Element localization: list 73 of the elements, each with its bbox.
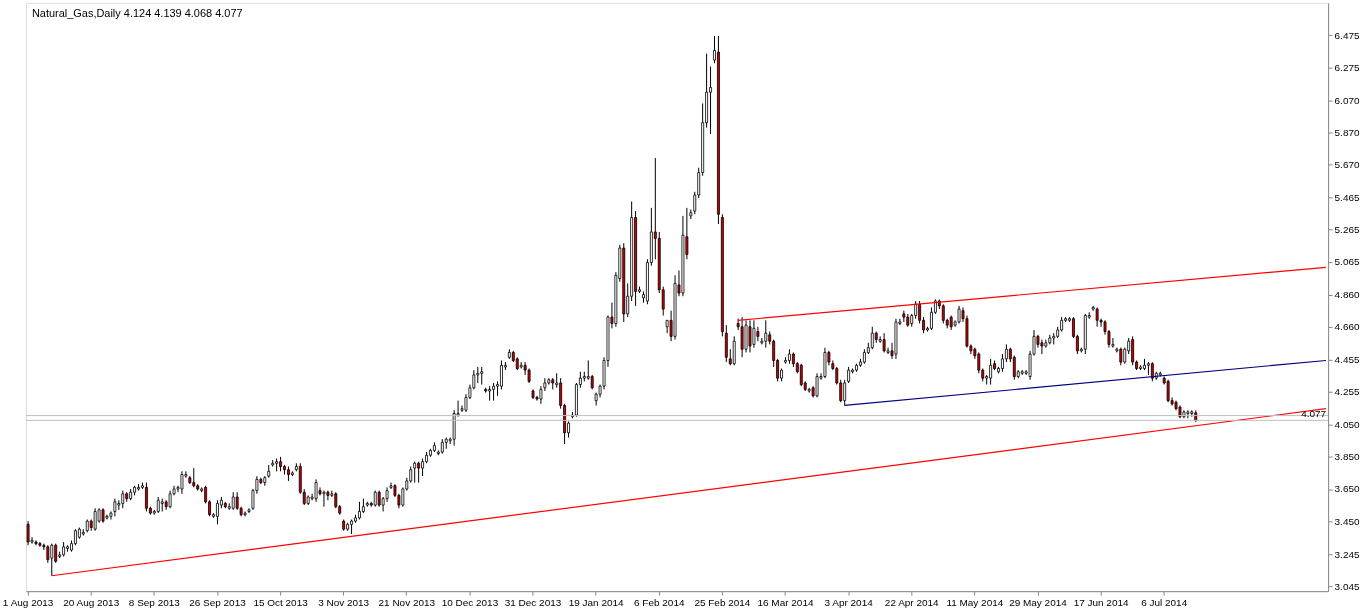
candlestick [1131, 335, 1135, 366]
x-tick-label: 1 Aug 2013 [2, 596, 54, 608]
candlestick [26, 520, 30, 546]
candlestick [500, 359, 503, 390]
candlestick [192, 467, 196, 488]
x-tick-label: 3 Nov 2013 [318, 596, 370, 608]
candlestick [709, 66, 712, 135]
candlestick [665, 319, 669, 334]
x-tick-label: 25 Feb 2014 [694, 596, 751, 608]
y-tick-label: 5.465 [1334, 191, 1360, 203]
y-tick-label: 3.045 [1334, 580, 1360, 592]
candlestick [752, 319, 756, 349]
candlestick [941, 303, 945, 325]
x-tick-label: 8 Sep 2013 [128, 596, 181, 608]
y-tick-label: 3.450 [1334, 515, 1360, 527]
y-tick-label: 4.050 [1334, 419, 1360, 431]
candlestick [989, 358, 993, 386]
x-tick-label: 11 May 2014 [946, 596, 1004, 608]
candlestick [180, 470, 184, 495]
y-tick-label: 6.475 [1334, 29, 1360, 41]
candlestick [870, 326, 874, 350]
candlestick [843, 379, 847, 406]
y-tick-label: 5.670 [1334, 158, 1360, 170]
x-tick-label: 20 Aug 2013 [63, 596, 120, 608]
y-tick-label: 3.245 [1334, 548, 1360, 560]
x-tick-label: 6 Feb 2014 [634, 596, 685, 608]
candlestick [1040, 339, 1044, 355]
x-tick-label: 16 Mar 2014 [757, 596, 814, 608]
x-tick-label: 19 Jan 2014 [568, 596, 625, 608]
y-tick-label: 3.650 [1334, 483, 1360, 495]
candlestick [322, 490, 326, 508]
candlestick [216, 499, 219, 525]
x-tick-label: 21 Nov 2013 [378, 596, 436, 608]
candlestick [417, 461, 421, 484]
candlestick [1166, 379, 1170, 403]
candlestick [1095, 306, 1099, 328]
candlestick [54, 543, 58, 564]
x-tick-label: 6 Jul 2014 [1141, 596, 1188, 608]
x-tick-label: 29 May 2014 [1009, 596, 1068, 608]
y-tick-label: 4.660 [1334, 321, 1360, 333]
candlestick [1150, 361, 1154, 382]
candlestick [93, 507, 97, 532]
chart-title: Natural_Gas,Daily 4.124 4.139 4.068 4.077 [31, 6, 243, 19]
ref-line-label: 4.077 [1301, 408, 1327, 420]
candlestick [145, 482, 148, 512]
y-tick-label: 4.860 [1334, 289, 1360, 301]
x-tick-label: 15 Oct 2013 [253, 596, 309, 608]
candlestick [882, 332, 886, 353]
y-tick-label: 5.265 [1334, 224, 1360, 236]
candlestick [50, 543, 54, 577]
candlestick [740, 316, 744, 358]
y-tick-label: 6.275 [1334, 61, 1360, 73]
candlestick [314, 478, 318, 503]
candlestick [732, 335, 736, 366]
y-tick-label: 3.850 [1334, 451, 1360, 463]
x-tick-label: 26 Sep 2013 [189, 596, 247, 608]
y-tick-label: 4.455 [1334, 354, 1360, 366]
x-tick-label: 17 Jun 2014 [1073, 596, 1129, 608]
candlestick [756, 326, 760, 342]
y-tick-label: 5.065 [1334, 256, 1360, 268]
x-tick-label: 3 Apr 2014 [824, 596, 874, 608]
x-tick-label: 31 Dec 2013 [504, 596, 562, 608]
candlestick [799, 363, 803, 387]
x-tick-label: 22 Apr 2014 [884, 596, 940, 608]
candlestick [413, 461, 417, 484]
y-tick-label: 6.070 [1334, 94, 1360, 106]
candlestick [1186, 409, 1190, 419]
candlestick [764, 319, 768, 349]
y-tick-label: 5.870 [1334, 126, 1360, 138]
candlestick [748, 319, 752, 353]
y-tick-label: 4.255 [1334, 386, 1360, 398]
x-tick-label: 10 Dec 2013 [441, 596, 499, 608]
candlestick [815, 372, 819, 398]
